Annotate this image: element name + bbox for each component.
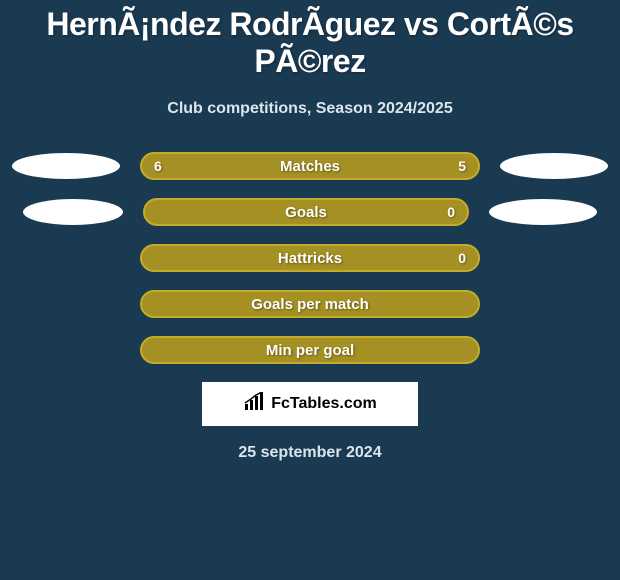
stat-bar: Goals 0 — [143, 198, 469, 226]
stat-label: Goals — [285, 204, 327, 221]
comparison-subtitle: Club competitions, Season 2024/2025 — [0, 100, 620, 118]
comparison-row: Hattricks 0 — [10, 244, 610, 272]
right-ellipse — [500, 153, 608, 179]
logo-text: FcTables.com — [271, 395, 377, 413]
logo-chart-icon — [243, 392, 267, 417]
stat-bar: Hattricks 0 — [140, 244, 480, 272]
right-value: 0 — [447, 204, 455, 220]
date-text: 25 september 2024 — [0, 444, 620, 462]
logo-box: FcTables.com — [202, 382, 418, 426]
comparison-row: Goals per match — [10, 290, 610, 318]
left-ellipse — [23, 199, 123, 225]
comparison-title: HernÃ¡ndez RodrÃ­guez vs CortÃ©s PÃ©rez — [0, 0, 620, 80]
stat-label: Hattricks — [278, 250, 342, 267]
right-ellipse — [489, 199, 597, 225]
left-value: 6 — [154, 158, 162, 174]
comparison-rows: 6 Matches 5 Goals 0 Hattricks 0 Goals per match… — [0, 152, 620, 364]
stat-bar: Min per goal — [140, 336, 480, 364]
logo-content: FcTables.com — [243, 392, 377, 417]
stat-bar: 6 Matches 5 — [140, 152, 480, 180]
stat-label: Min per goal — [266, 342, 354, 359]
comparison-row: Goals 0 — [10, 198, 610, 226]
stat-bar: Goals per match — [140, 290, 480, 318]
comparison-row: 6 Matches 5 — [10, 152, 610, 180]
stat-label: Goals per match — [251, 296, 369, 313]
comparison-row: Min per goal — [10, 336, 610, 364]
right-value: 0 — [458, 250, 466, 266]
right-value: 5 — [458, 158, 466, 174]
stat-label: Matches — [280, 158, 340, 175]
left-ellipse — [12, 153, 120, 179]
